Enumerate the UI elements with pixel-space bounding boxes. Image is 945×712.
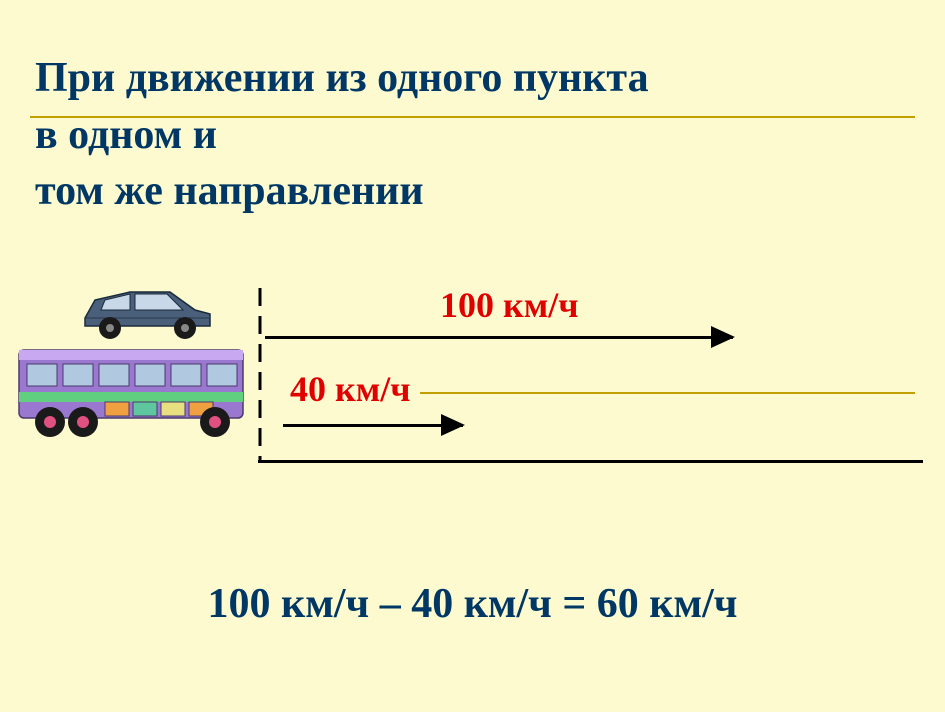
arrow-top xyxy=(265,336,733,339)
arrow-bottom xyxy=(283,424,463,427)
slide-title: При движении из одного пункта в одном и … xyxy=(35,50,649,220)
baseline xyxy=(258,460,923,463)
speed-label-bottom: 40 км/ч xyxy=(290,368,411,410)
title-line-3: том же направлении xyxy=(35,163,649,220)
equation-text: 100 км/ч – 40 км/ч = 60 км/ч xyxy=(0,580,945,628)
mid-olive-line xyxy=(420,392,915,394)
title-underline xyxy=(30,116,915,118)
car-icon xyxy=(75,280,220,345)
title-line-1: При движении из одного пункта xyxy=(35,50,649,107)
speed-label-top: 100 км/ч xyxy=(440,284,579,326)
start-dashed-line xyxy=(258,288,264,462)
bus-icon xyxy=(15,342,250,445)
